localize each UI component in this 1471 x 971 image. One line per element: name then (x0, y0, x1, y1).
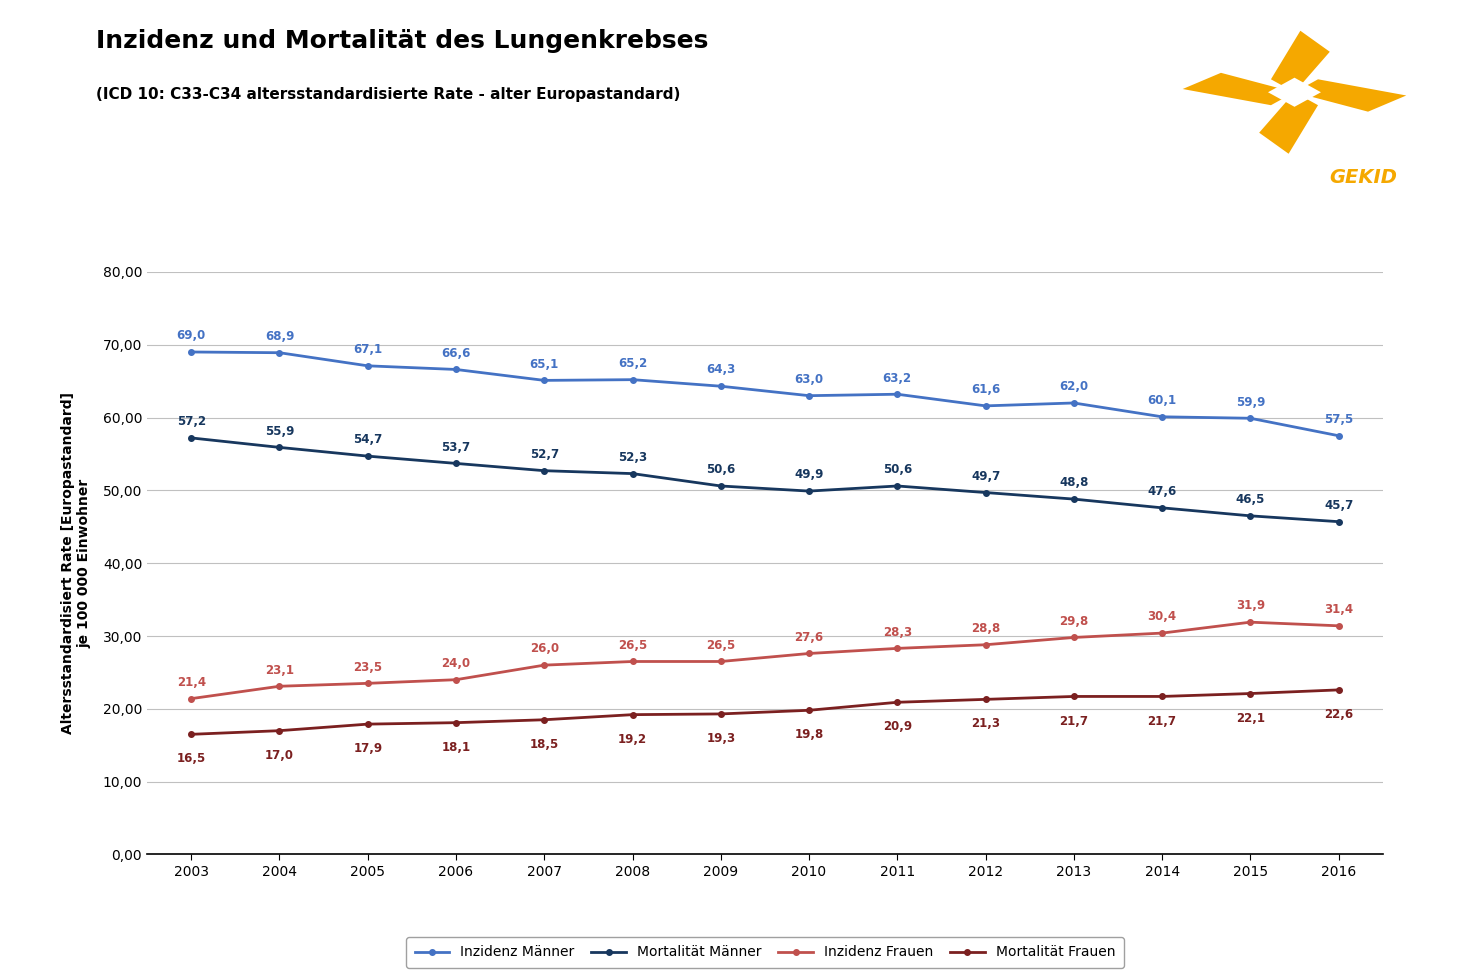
Text: 53,7: 53,7 (441, 441, 471, 453)
Text: 48,8: 48,8 (1059, 477, 1089, 489)
Text: 62,0: 62,0 (1059, 381, 1089, 393)
Polygon shape (1294, 80, 1406, 112)
Text: 50,6: 50,6 (706, 463, 736, 476)
Text: 57,5: 57,5 (1324, 413, 1353, 426)
Text: 24,0: 24,0 (441, 657, 471, 670)
Text: 30,4: 30,4 (1147, 611, 1177, 623)
Text: 59,9: 59,9 (1236, 395, 1265, 409)
Text: 47,6: 47,6 (1147, 486, 1177, 498)
Text: (ICD 10: C33-C34 altersstandardisierte Rate - alter Europastandard): (ICD 10: C33-C34 altersstandardisierte R… (96, 87, 680, 102)
Text: 61,6: 61,6 (971, 384, 1000, 396)
Text: 16,5: 16,5 (177, 753, 206, 765)
Text: 26,5: 26,5 (706, 639, 736, 652)
Text: 69,0: 69,0 (177, 329, 206, 342)
Polygon shape (1259, 92, 1318, 153)
Text: 20,9: 20,9 (883, 720, 912, 733)
Text: 19,3: 19,3 (706, 732, 736, 745)
Text: Inzidenz und Mortalität des Lungenkrebses: Inzidenz und Mortalität des Lungenkrebse… (96, 29, 708, 53)
Text: 17,0: 17,0 (265, 749, 294, 761)
Text: 29,8: 29,8 (1059, 615, 1089, 627)
Text: 50,6: 50,6 (883, 463, 912, 476)
Text: 22,6: 22,6 (1324, 708, 1353, 720)
Text: 31,4: 31,4 (1324, 603, 1353, 616)
Text: 31,9: 31,9 (1236, 599, 1265, 613)
Text: 21,3: 21,3 (971, 718, 1000, 730)
Text: 65,1: 65,1 (530, 357, 559, 371)
Text: 45,7: 45,7 (1324, 499, 1353, 512)
Text: 21,7: 21,7 (1059, 715, 1089, 727)
Text: 49,9: 49,9 (794, 468, 824, 482)
Text: 28,3: 28,3 (883, 625, 912, 639)
Text: GEKID: GEKID (1330, 168, 1397, 187)
Text: 19,8: 19,8 (794, 728, 824, 741)
Text: 49,7: 49,7 (971, 470, 1000, 483)
Text: 64,3: 64,3 (706, 363, 736, 377)
Text: 23,5: 23,5 (353, 660, 382, 674)
Polygon shape (1183, 73, 1294, 105)
Text: 60,1: 60,1 (1147, 394, 1177, 407)
Polygon shape (1271, 31, 1330, 92)
Text: 28,8: 28,8 (971, 622, 1000, 635)
Text: 18,1: 18,1 (441, 741, 471, 753)
Text: 46,5: 46,5 (1236, 493, 1265, 506)
Text: 55,9: 55,9 (265, 424, 294, 438)
Y-axis label: Altersstandardisiert Rate [Europastandard]
je 100 000 Einwohner: Altersstandardisiert Rate [Europastandar… (62, 392, 91, 734)
Text: 57,2: 57,2 (177, 416, 206, 428)
Text: 52,7: 52,7 (530, 448, 559, 461)
Text: 63,0: 63,0 (794, 373, 824, 385)
Legend: Inzidenz Männer, Mortalität Männer, Inzidenz Frauen, Mortalität Frauen: Inzidenz Männer, Mortalität Männer, Inzi… (406, 937, 1124, 968)
Text: 52,3: 52,3 (618, 451, 647, 464)
Text: 27,6: 27,6 (794, 631, 824, 644)
Text: 63,2: 63,2 (883, 372, 912, 385)
Text: 65,2: 65,2 (618, 357, 647, 370)
Text: 66,6: 66,6 (441, 347, 471, 359)
Text: 21,7: 21,7 (1147, 715, 1177, 727)
Text: 26,5: 26,5 (618, 639, 647, 652)
Text: 19,2: 19,2 (618, 733, 647, 746)
Text: 21,4: 21,4 (177, 676, 206, 688)
Text: 22,1: 22,1 (1236, 712, 1265, 724)
Text: 26,0: 26,0 (530, 643, 559, 655)
Polygon shape (1268, 78, 1321, 107)
Text: 17,9: 17,9 (353, 742, 382, 755)
Text: 23,1: 23,1 (265, 663, 294, 677)
Text: 67,1: 67,1 (353, 343, 382, 356)
Text: 54,7: 54,7 (353, 433, 382, 447)
Text: 68,9: 68,9 (265, 330, 294, 343)
Text: 18,5: 18,5 (530, 738, 559, 751)
